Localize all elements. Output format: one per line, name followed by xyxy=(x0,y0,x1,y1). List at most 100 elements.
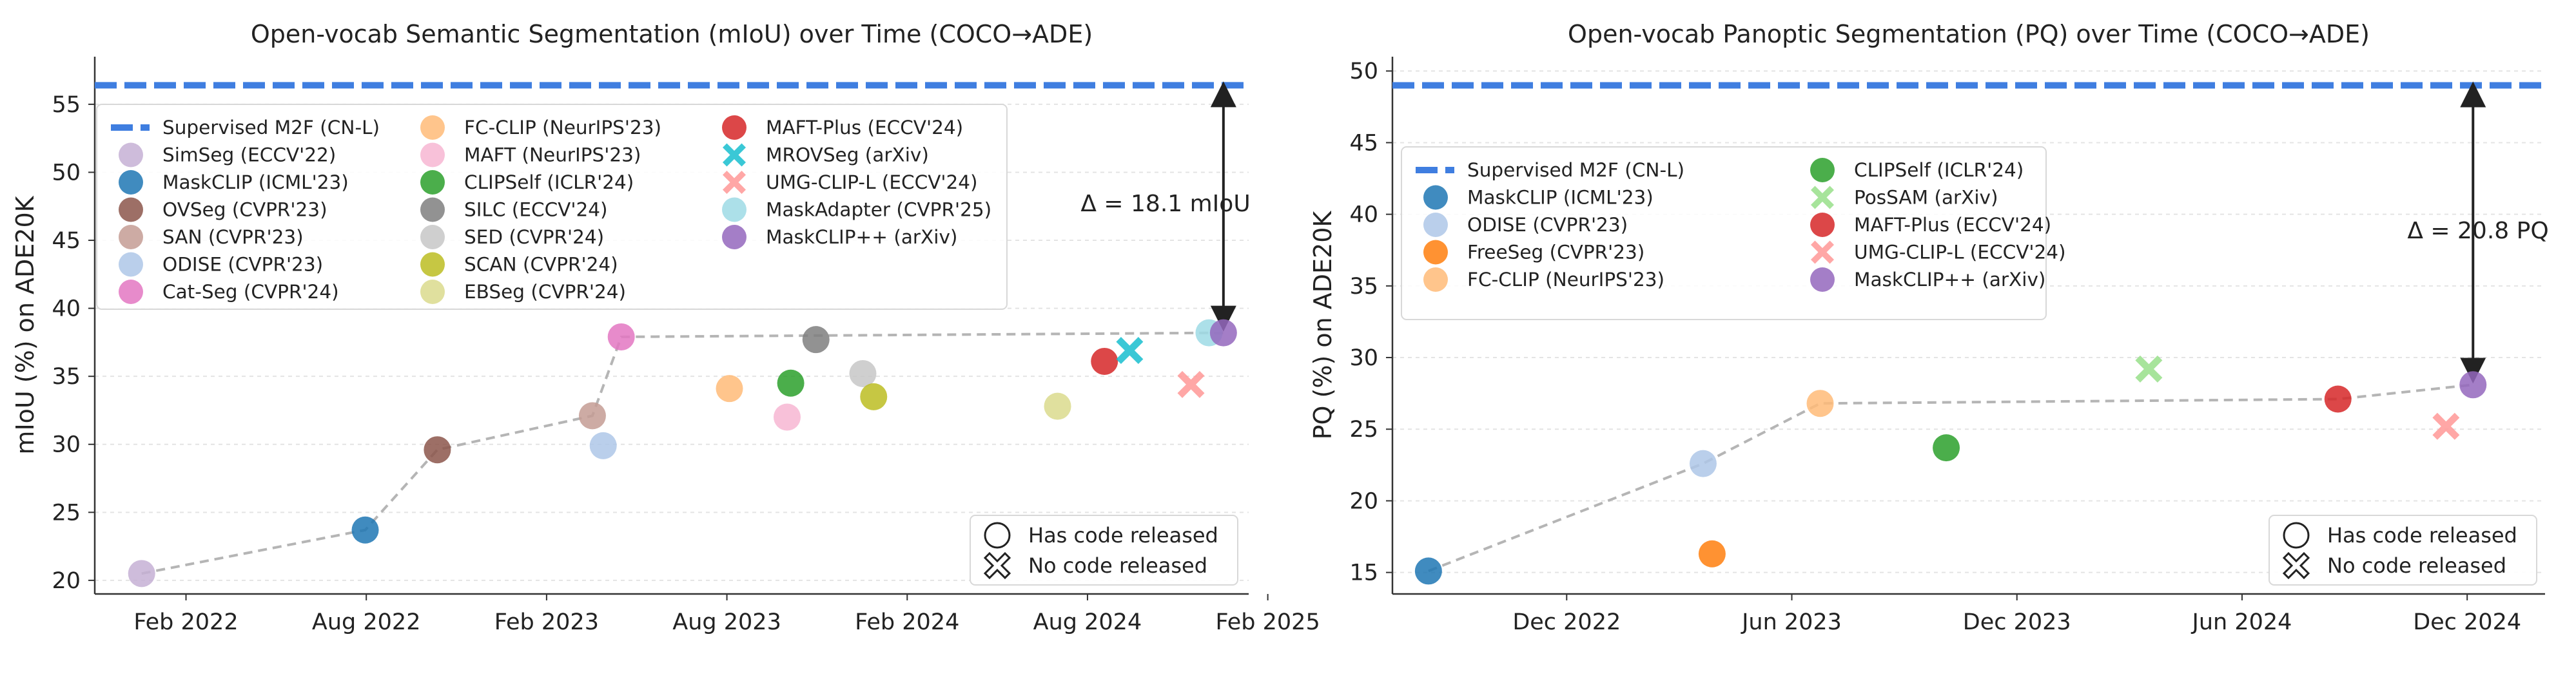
code-legend-box xyxy=(2269,515,2537,586)
chart-2: Open-vocab Panoptic Segmentation (PQ) ov… xyxy=(1309,20,2549,635)
point xyxy=(1933,434,1960,462)
legend-label: UMG-CLIP-L (ECCV'24) xyxy=(766,171,978,193)
legend-x-icon xyxy=(1811,240,1834,264)
point-x xyxy=(1116,337,1144,365)
legend-circle-icon xyxy=(119,225,143,249)
legend-circle-icon xyxy=(420,197,445,222)
y-tick-label: 45 xyxy=(52,228,81,254)
x-tick-label: Aug 2022 xyxy=(312,609,421,635)
legend-box xyxy=(96,104,1008,310)
legend-circle-icon xyxy=(1423,213,1448,237)
y-tick-label: 20 xyxy=(52,568,81,594)
legend-circle-icon xyxy=(722,115,746,140)
delta-label: Δ = 18.1 mIoU xyxy=(1080,191,1250,217)
legend-label: SILC (ECCV'24) xyxy=(464,199,608,221)
legend-label: Supervised M2F (CN-L) xyxy=(1467,159,1684,181)
point xyxy=(1806,390,1834,417)
code-not-released-label: No code released xyxy=(1028,553,1207,578)
point xyxy=(802,326,830,354)
legend-label: CLIPSelf (ICLR'24) xyxy=(1854,159,2024,181)
legend-x-icon xyxy=(723,143,746,167)
legend-label: EBSeg (CVPR'24) xyxy=(464,281,626,303)
point xyxy=(607,323,635,350)
legend-circle-icon xyxy=(722,197,746,222)
legend-label: FC-CLIP (NeurIPS'23) xyxy=(1467,269,1664,291)
code-released-label: Has code released xyxy=(2327,523,2517,548)
point xyxy=(578,402,606,430)
legend-circle-icon xyxy=(1423,267,1448,292)
x-tick-label: Feb 2024 xyxy=(855,609,959,635)
y-tick-label: 35 xyxy=(52,364,81,390)
y-tick-label: 55 xyxy=(52,92,81,118)
legend-label: CLIPSelf (ICLR'24) xyxy=(464,171,634,193)
y-tick-label: 30 xyxy=(52,432,81,458)
legend-label: MAFT (NeurIPS'23) xyxy=(464,144,641,166)
legend-circle-icon xyxy=(420,115,445,140)
legend-label: MaskAdapter (CVPR'25) xyxy=(766,199,991,221)
x-tick-label: Aug 2024 xyxy=(1033,609,1142,635)
legend-circle-icon xyxy=(420,170,445,195)
y-tick-label: 15 xyxy=(1349,560,1378,586)
legend-label: MaskCLIP (ICML'23) xyxy=(1467,187,1654,209)
x-tick-label: Dec 2024 xyxy=(2413,609,2521,635)
y-tick-label: 45 xyxy=(1349,130,1378,156)
point xyxy=(849,359,877,387)
legend-label: FC-CLIP (NeurIPS'23) xyxy=(464,117,661,139)
x-tick-label: Jun 2024 xyxy=(2191,609,2292,635)
legend-circle-icon xyxy=(1423,240,1448,265)
point xyxy=(716,375,743,403)
x-tick-label: Dec 2023 xyxy=(1963,609,2071,635)
chart-title: Open-vocab Panoptic Segmentation (PQ) ov… xyxy=(1568,20,2370,48)
legend-label: MAFT-Plus (ECCV'24) xyxy=(766,117,963,139)
code-not-released-label: No code released xyxy=(2327,553,2506,578)
frontier-line xyxy=(1428,383,2474,573)
legend-circle-icon xyxy=(420,225,445,249)
legend-circle-icon xyxy=(1810,267,1835,292)
legend-label: ODISE (CVPR'23) xyxy=(1467,214,1628,236)
y-tick-label: 50 xyxy=(1349,59,1378,84)
y-tick-label: 20 xyxy=(1349,488,1378,514)
point xyxy=(2459,371,2487,399)
y-tick-label: 50 xyxy=(52,160,81,186)
legend-circle-icon xyxy=(420,142,445,167)
y-tick-label: 40 xyxy=(1349,202,1378,228)
legend-label: MaskCLIP++ (arXiv) xyxy=(766,226,957,248)
legend-label: PosSAM (arXiv) xyxy=(1854,187,1998,209)
x-tick-label: Aug 2023 xyxy=(672,609,781,635)
y-tick-label: 25 xyxy=(1349,417,1378,443)
point xyxy=(1209,319,1237,347)
legend-label: MAFT-Plus (ECCV'24) xyxy=(1854,214,2051,236)
legend: Supervised M2F (CN-L) MaskCLIP (ICML'23) O… xyxy=(1401,146,2066,320)
y-axis-label: PQ (%) on ADE20K xyxy=(1309,211,1337,440)
legend-circle-icon xyxy=(420,280,445,304)
legend-label: SED (CVPR'24) xyxy=(464,226,604,248)
point-x xyxy=(2135,355,2163,383)
legend-circle-icon xyxy=(119,197,143,222)
legend-circle-icon xyxy=(722,225,746,249)
legend-label: SAN (CVPR'23) xyxy=(162,226,304,248)
y-tick-label: 35 xyxy=(1349,274,1378,300)
legend-label: Supervised M2F (CN-L) xyxy=(162,117,380,139)
x-tick-label: Feb 2022 xyxy=(133,609,238,635)
point xyxy=(774,403,801,431)
legend-x-icon xyxy=(1811,186,1834,209)
code-legend: Has code released No code released xyxy=(2269,515,2537,586)
chart-title: Open-vocab Semantic Segmentation (mIoU) … xyxy=(251,20,1093,48)
legend-label: SCAN (CVPR'24) xyxy=(464,254,618,276)
y-axis-label: mIoU (%) on ADE20K xyxy=(11,195,39,454)
point xyxy=(860,383,888,410)
point xyxy=(589,432,617,459)
code-legend: Has code released No code released xyxy=(970,515,1238,586)
point xyxy=(1689,450,1717,477)
legend-label: MaskCLIP (ICML'23) xyxy=(162,171,349,193)
legend-circle-icon xyxy=(1810,158,1835,182)
point xyxy=(2324,385,2352,413)
legend-label: Cat-Seg (CVPR'24) xyxy=(162,281,339,303)
point xyxy=(1091,347,1118,375)
legend-circle-icon xyxy=(119,170,143,195)
code-legend-box xyxy=(970,515,1238,586)
hollow-x-icon xyxy=(983,551,1011,580)
point xyxy=(128,560,155,588)
y-tick-label: 40 xyxy=(52,296,81,322)
